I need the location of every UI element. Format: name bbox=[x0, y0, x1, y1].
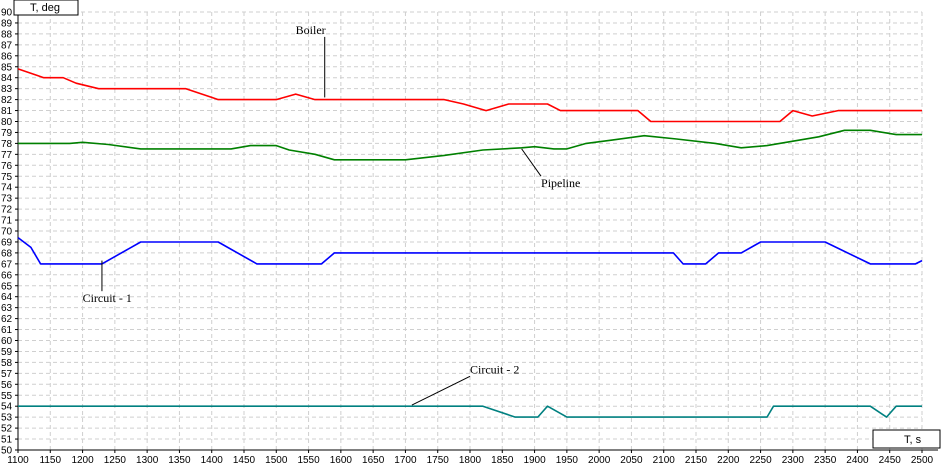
y-tick-label: 54 bbox=[1, 402, 13, 413]
y-tick-label: 56 bbox=[1, 380, 13, 391]
x-tick-label: 1950 bbox=[556, 455, 579, 466]
y-tick-label: 68 bbox=[1, 248, 13, 259]
x-tick-label: 2500 bbox=[911, 455, 934, 466]
y-tick-label: 64 bbox=[1, 292, 13, 303]
x-tick-label: 2000 bbox=[588, 455, 611, 466]
series-label: Pipeline bbox=[541, 176, 580, 190]
x-tick-label: 2100 bbox=[653, 455, 676, 466]
x-tick-label: 2250 bbox=[749, 455, 772, 466]
x-tick-label: 1300 bbox=[136, 455, 159, 466]
x-tick-label: 1200 bbox=[71, 455, 94, 466]
y-tick-label: 89 bbox=[1, 18, 13, 29]
y-tick-label: 53 bbox=[1, 413, 13, 424]
y-tick-label: 50 bbox=[1, 446, 13, 457]
x-tick-label: 1500 bbox=[265, 455, 288, 466]
y-tick-label: 61 bbox=[1, 325, 13, 336]
y-tick-label: 77 bbox=[1, 150, 13, 161]
y-tick-label: 69 bbox=[1, 237, 13, 248]
y-tick-label: 51 bbox=[1, 435, 13, 446]
series-line-circuit-2 bbox=[18, 405, 922, 418]
x-tick-label: 1450 bbox=[233, 455, 256, 466]
x-tick-label: 1100 bbox=[7, 455, 29, 466]
y-tick-label: 71 bbox=[1, 216, 13, 227]
series-label-leader bbox=[521, 148, 542, 177]
x-axis-title-box bbox=[872, 429, 941, 449]
y-tick-label: 81 bbox=[1, 106, 13, 117]
grid-layer bbox=[18, 11, 923, 450]
y-tick-label: 74 bbox=[1, 183, 13, 194]
y-tick-label: 85 bbox=[1, 62, 13, 73]
series-label: Boiler bbox=[296, 23, 326, 37]
x-tick-label: 2450 bbox=[879, 455, 902, 466]
y-tick-label: 90 bbox=[1, 8, 13, 19]
y-tick-label: 66 bbox=[1, 270, 13, 281]
x-axis-title: T, s bbox=[904, 434, 922, 446]
y-tick-label: 57 bbox=[1, 369, 13, 380]
x-tick-label: 1600 bbox=[330, 455, 353, 466]
y-tick-label: 60 bbox=[1, 336, 13, 347]
y-tick-label: 70 bbox=[1, 227, 13, 238]
y-tick-label: 67 bbox=[1, 259, 13, 270]
x-tick-label: 1400 bbox=[201, 455, 224, 466]
y-tick-label: 88 bbox=[1, 29, 13, 40]
y-tick-label: 63 bbox=[1, 303, 13, 314]
y-tick-label: 72 bbox=[1, 205, 13, 216]
y-axis-title-box bbox=[13, 0, 79, 16]
series-line-boiler bbox=[17, 68, 922, 123]
y-tick-label: 78 bbox=[1, 139, 13, 150]
series-label: Circuit - 1 bbox=[83, 291, 132, 305]
x-tick-label: 1150 bbox=[40, 455, 62, 466]
y-tick-label: 59 bbox=[1, 347, 13, 358]
y-tick-label: 52 bbox=[1, 424, 13, 435]
x-tick-label: 1850 bbox=[491, 455, 514, 466]
x-tick-label: 1750 bbox=[427, 455, 450, 466]
y-tick-label: 86 bbox=[1, 51, 13, 62]
y-tick-label: 62 bbox=[1, 314, 13, 325]
x-tick-label: 1800 bbox=[459, 455, 482, 466]
x-tick-label: 2150 bbox=[685, 455, 708, 466]
x-tick-label: 1700 bbox=[394, 455, 417, 466]
y-tick-label: 83 bbox=[1, 84, 13, 95]
x-tick-label: 1250 bbox=[104, 455, 127, 466]
x-tick-label: 1550 bbox=[297, 455, 320, 466]
series-line-pipeline bbox=[18, 129, 922, 161]
x-tick-label: 2400 bbox=[846, 455, 869, 466]
x-tick-label: 2050 bbox=[620, 455, 643, 466]
y-tick-label: 87 bbox=[1, 40, 13, 51]
x-tick-label: 1900 bbox=[523, 455, 546, 466]
y-tick-label: 79 bbox=[1, 128, 13, 139]
x-tick-label: 1350 bbox=[168, 455, 191, 466]
y-tick-label: 65 bbox=[1, 281, 13, 292]
y-tick-label: 75 bbox=[1, 172, 13, 183]
y-tick-label: 84 bbox=[1, 73, 13, 84]
series-label: Circuit - 2 bbox=[470, 362, 519, 376]
x-tick-label: 2350 bbox=[814, 455, 837, 466]
y-axis-title: T, deg bbox=[30, 2, 60, 14]
label-layer: Boiler Pipeline Circuit - 1 Circuit - 2 bbox=[83, 23, 580, 406]
y-tick-label: 55 bbox=[1, 391, 13, 402]
y-tick-label: 80 bbox=[1, 117, 13, 128]
y-tick-label: 82 bbox=[1, 95, 13, 106]
series-label-leader bbox=[411, 375, 471, 406]
x-tick-label: 2200 bbox=[717, 455, 740, 466]
y-tick-label: 58 bbox=[1, 358, 13, 369]
x-tick-label: 2300 bbox=[782, 455, 805, 466]
x-tick-label: 1650 bbox=[362, 455, 385, 466]
y-tick-label: 73 bbox=[1, 194, 13, 205]
y-tick-label: 76 bbox=[1, 161, 13, 172]
